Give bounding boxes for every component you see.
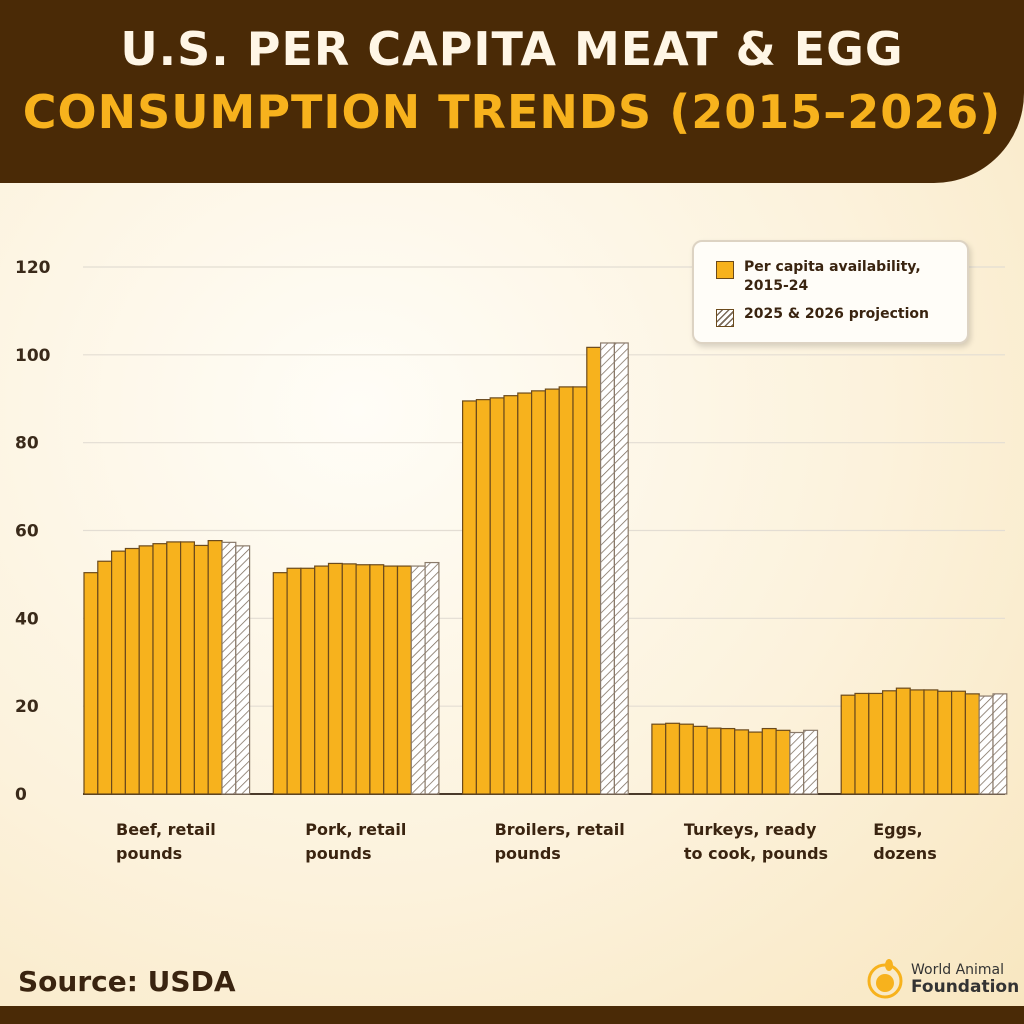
bar-2023 [572, 386, 588, 795]
legend-item-projection: 2025 & 2026 projection [716, 306, 929, 327]
bar-2020 [152, 543, 168, 795]
bar-2024 [775, 729, 791, 795]
y-tick-label: 120 [15, 258, 51, 278]
title-line-2: CONSUMPTION TRENDS (2015–2026) [22, 85, 1002, 139]
category-label: Eggs, dozens [873, 818, 937, 866]
bar-2022 [747, 731, 763, 795]
bar-2015 [83, 572, 99, 795]
y-tick-label: 20 [15, 697, 39, 717]
bar-2018 [881, 690, 897, 795]
bar-2020 [909, 689, 925, 795]
legend-label-actual: Per capita availability, 2015-24 [744, 259, 921, 294]
y-tick-label: 0 [15, 785, 27, 805]
bar-2020 [341, 563, 357, 795]
bar-2021 [544, 388, 560, 795]
legend-item-actual: Per capita availability, 2015-24 [716, 258, 954, 296]
bar-2020 [720, 727, 736, 795]
bar-2022 [180, 541, 196, 795]
category-label-line: pounds [116, 844, 183, 863]
legend-label-projection: 2025 & 2026 projection [744, 306, 929, 322]
footer-bar [0, 1006, 1024, 1024]
bar-2019 [706, 727, 722, 795]
bar-2017 [110, 550, 126, 795]
bar-2016 [665, 722, 681, 795]
bar-2021 [166, 541, 182, 795]
y-tick-label: 60 [15, 522, 39, 542]
logo: World Animal Foundation [865, 957, 1019, 1001]
category-label: Beef, retail pounds [116, 818, 216, 866]
bar-2017 [868, 692, 884, 795]
projection-bar-2025 [789, 731, 805, 795]
bar-2018 [124, 547, 140, 795]
bar-2023 [193, 544, 209, 795]
projection-bar-2025 [978, 695, 994, 795]
category-label-line: dozens [873, 844, 937, 863]
bar-2017 [300, 567, 316, 795]
category-label-line: pounds [494, 844, 561, 863]
source-note: Source: USDA [18, 965, 236, 998]
category-label: Turkeys, ready to cook, pounds [684, 818, 828, 866]
category-label-line: Turkeys, ready [683, 820, 817, 839]
bar-2022 [369, 564, 385, 795]
projection-bar-2026 [613, 342, 629, 795]
logo-line-2: Foundation [911, 976, 1020, 997]
bar-2024 [964, 693, 980, 795]
y-tick-label: 100 [15, 346, 51, 366]
title-line-1: U.S. PER CAPITA MEAT & EGG [120, 22, 904, 76]
category-label-line: to cook, pounds [683, 844, 829, 863]
bar-2019 [138, 545, 154, 795]
bar-2022 [558, 386, 574, 795]
category-label-line: pounds [305, 844, 372, 863]
bar-2016 [475, 399, 491, 795]
projection-bar-2026 [992, 693, 1008, 795]
bar-2019 [517, 392, 533, 795]
bar-2018 [314, 565, 330, 795]
projection-bar-2025 [599, 342, 615, 795]
bar-2020 [530, 390, 546, 795]
bar-2019 [895, 687, 911, 795]
bar-2023 [383, 565, 399, 795]
y-tick-label: 80 [15, 434, 39, 454]
logo-line-1: World Animal [911, 961, 1005, 978]
bar-2024 [586, 346, 602, 795]
bar-2024 [207, 540, 223, 795]
legend-swatch-actual [716, 261, 734, 279]
category-label: Broilers, retail pounds [495, 818, 625, 866]
bar-2017 [489, 397, 505, 795]
category-label-line: Broilers, retail [494, 820, 625, 839]
bar-2015 [272, 572, 288, 795]
y-tick-label: 40 [15, 609, 39, 629]
bar-2022 [937, 690, 953, 795]
bar-2015 [840, 694, 856, 795]
projection-bar-2025 [410, 565, 426, 795]
title-banner: U.S. PER CAPITA MEAT & EGG CONSUMPTION T… [0, 0, 1024, 183]
bar-2018 [503, 395, 519, 795]
bar-2019 [327, 562, 343, 795]
legend-swatch-projection [716, 309, 734, 327]
bar-2017 [678, 723, 694, 795]
bar-2016 [97, 560, 113, 795]
category-label-line: Beef, retail [116, 820, 216, 839]
category-label-line: Eggs, [873, 820, 923, 839]
projection-bar-2026 [803, 729, 819, 795]
projection-bar-2026 [235, 545, 251, 795]
legend: Per capita availability, 2015-24 2025 & … [692, 240, 969, 344]
bar-2016 [286, 567, 302, 795]
category-label: Pork, retail pounds [305, 818, 406, 866]
projection-bar-2026 [424, 561, 440, 795]
bar-2024 [396, 565, 412, 795]
category-label-line: Pork, retail [305, 820, 407, 839]
bar-2015 [462, 400, 478, 795]
bar-2021 [734, 729, 750, 795]
bar-2015 [651, 723, 667, 795]
bar-2018 [692, 725, 708, 795]
bar-2021 [355, 564, 371, 795]
bar-2021 [923, 689, 939, 795]
bar-2023 [761, 727, 777, 795]
projection-bar-2025 [221, 541, 237, 795]
animal-logo-icon [867, 959, 903, 999]
bar-2016 [854, 692, 870, 795]
bar-2023 [950, 690, 966, 795]
